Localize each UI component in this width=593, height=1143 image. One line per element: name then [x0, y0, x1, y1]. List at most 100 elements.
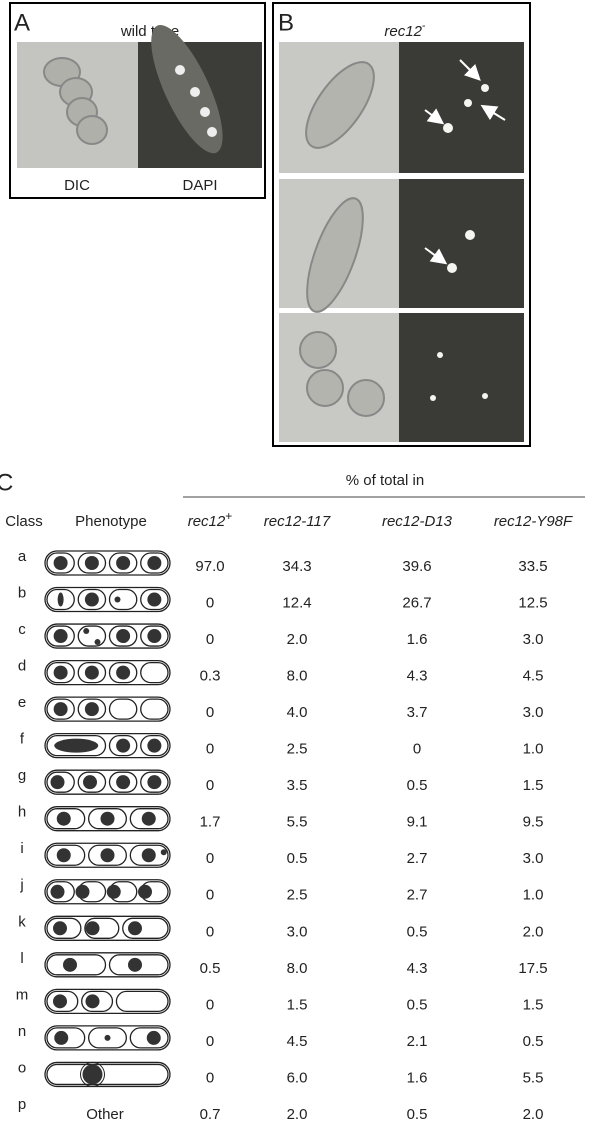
phenotype-cartoon [45, 624, 170, 648]
percent-value: 2.0 [523, 1106, 544, 1123]
cell-outline [45, 1062, 170, 1086]
percent-value: 12.5 [518, 594, 547, 611]
class-label: i [20, 840, 23, 857]
column-header: Phenotype [75, 513, 147, 530]
class-label: a [18, 548, 27, 565]
nucleus [54, 1031, 68, 1045]
percent-value: 0 [206, 594, 214, 611]
phenotype-cartoon [45, 807, 170, 831]
percent-value: 2.7 [407, 850, 428, 867]
nucleus [85, 556, 99, 570]
percent-value: 1.6 [407, 1069, 428, 1086]
compartment [141, 663, 168, 683]
percent-value: 4.0 [287, 704, 308, 721]
percent-value: 39.6 [402, 558, 431, 575]
nucleus [107, 885, 121, 899]
percent-value: 0.5 [407, 1106, 428, 1123]
class-label: c [18, 621, 26, 638]
nucleus [83, 1064, 103, 1084]
nucleus [76, 885, 90, 899]
nucleus [115, 597, 121, 603]
column-header: rec12-Y98F [494, 513, 573, 530]
nucleus [63, 958, 77, 972]
percent-value: 4.3 [407, 668, 428, 685]
class-label: n [18, 1023, 26, 1040]
phenotype-cartoon [45, 843, 170, 867]
column-header: rec12-117 [264, 513, 331, 530]
percent-value: 26.7 [402, 594, 431, 611]
panel-letter: A [14, 9, 30, 36]
percent-value: 2.5 [287, 887, 308, 904]
nucleus [147, 629, 161, 643]
nucleus [53, 921, 67, 935]
column-header: rec12+ [188, 509, 233, 530]
gene-name: rec12-D13 [382, 513, 453, 530]
column-header: Class [5, 513, 43, 530]
percent-value: 0.5 [407, 923, 428, 940]
nucleus [85, 593, 99, 607]
percent-value: 1.6 [407, 631, 428, 648]
micrographs [279, 42, 524, 442]
percent-value: 1.5 [523, 996, 544, 1013]
phenotype-cartoon [45, 770, 170, 794]
percent-value: 4.5 [287, 1033, 308, 1050]
percent-value: 9.1 [407, 814, 428, 831]
nucleus [83, 628, 89, 634]
phenotype-cartoon [45, 1062, 170, 1086]
nucleus [58, 593, 64, 607]
nucleus [86, 921, 100, 935]
percent-value: 1.5 [523, 777, 544, 794]
class-label: o [18, 1059, 26, 1076]
compartment [110, 699, 137, 719]
phenotype-cartoon [45, 1026, 170, 1050]
percent-value: 0.5 [523, 1033, 544, 1050]
percent-value: 2.0 [523, 923, 544, 940]
page: {"panel_a": {"letter": "A", "title": "wi… [0, 0, 593, 1143]
gene-name: rec12-117 [264, 513, 331, 530]
nucleus [54, 629, 68, 643]
image-label: DAPI [182, 177, 217, 194]
phenotype-cartoon [45, 661, 170, 685]
nucleus [54, 739, 98, 753]
percent-value: 0.5 [287, 850, 308, 867]
nucleus [142, 812, 156, 826]
nucleus [116, 739, 130, 753]
compartment [47, 1064, 168, 1084]
class-label: j [19, 877, 23, 894]
percent-value: 97.0 [195, 558, 224, 575]
percent-value: 0 [206, 996, 214, 1013]
percent-value: 8.0 [287, 668, 308, 685]
percent-value: 33.5 [518, 558, 547, 575]
percent-value: 0 [206, 631, 214, 648]
class-label: d [18, 658, 26, 675]
percent-value: 17.5 [518, 960, 547, 977]
percent-value: 0 [206, 850, 214, 867]
nucleus [147, 1031, 161, 1045]
nucleus [83, 775, 97, 789]
nucleus [57, 812, 71, 826]
nucleus [147, 593, 161, 607]
phenotype-cartoon [45, 734, 170, 758]
percent-value: 0.3 [200, 668, 221, 685]
phenotype-cartoon [45, 989, 170, 1013]
phenotype-cartoon [45, 697, 170, 721]
panel-letter: B [278, 9, 294, 36]
nucleus [128, 958, 142, 972]
nucleus [54, 666, 68, 680]
percent-value: 2.0 [287, 631, 308, 648]
percent-value: 2.1 [407, 1033, 428, 1050]
phenotype-cartoon [45, 551, 170, 575]
percent-value: 3.7 [407, 704, 428, 721]
nucleus [147, 556, 161, 570]
percent-value: 0 [206, 741, 214, 758]
nucleus [95, 639, 101, 645]
panel-title: rec12- [384, 20, 426, 40]
phenotype-cartoon [45, 880, 170, 904]
compartment [110, 590, 137, 610]
class-label: g [18, 767, 26, 784]
nucleus [116, 775, 130, 789]
nucleus [57, 848, 71, 862]
percent-value: 0 [206, 887, 214, 904]
compartment [78, 626, 105, 646]
percent-value: 0 [206, 1069, 214, 1086]
